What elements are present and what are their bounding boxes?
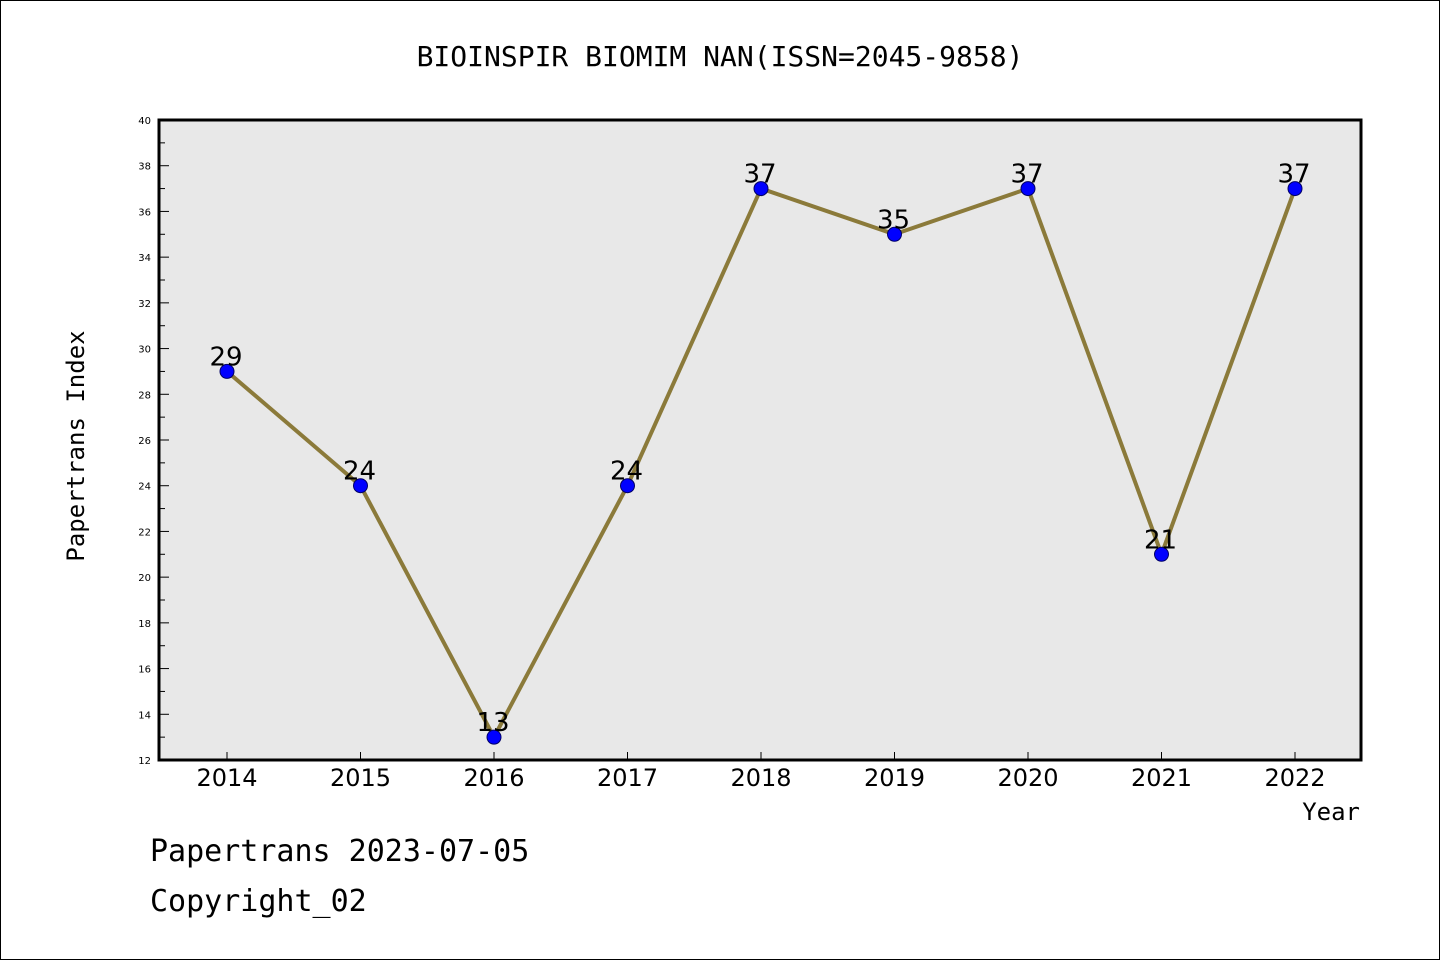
footer-copyright: Copyright_02 xyxy=(150,884,367,919)
x-tick-label: 2022 xyxy=(1264,764,1325,792)
y-tick-label: 32 xyxy=(138,299,151,310)
y-tick-label: 18 xyxy=(138,619,151,630)
data-point xyxy=(1154,546,1169,562)
data-point xyxy=(1020,181,1036,197)
y-tick-label: 22 xyxy=(138,527,151,538)
y-tick-label: 20 xyxy=(138,573,151,584)
data-label: 37 xyxy=(743,160,776,190)
data-markers xyxy=(219,181,1303,745)
data-point xyxy=(1287,181,1303,197)
x-tick-label: 2015 xyxy=(330,764,391,792)
x-tick-label: 2019 xyxy=(864,764,925,792)
y-tick-label: 16 xyxy=(138,665,151,676)
x-tick-label: 2014 xyxy=(196,764,257,792)
plot-area xyxy=(157,118,1363,762)
data-point xyxy=(353,478,368,494)
x-tick-label: 2020 xyxy=(997,764,1058,792)
y-tick-label: 28 xyxy=(138,390,151,401)
x-tick-label: 2016 xyxy=(463,764,524,792)
data-label: 13 xyxy=(476,708,509,738)
data-point xyxy=(219,363,235,379)
x-axis-title: Year xyxy=(1302,798,1360,826)
data-point xyxy=(753,181,769,197)
y-tick-label: 34 xyxy=(138,253,151,264)
data-point xyxy=(887,226,902,242)
y-axis-title: Papertrans Index xyxy=(62,330,90,561)
footer-date: Papertrans 2023-07-05 xyxy=(150,834,530,869)
x-tick-label: 2017 xyxy=(597,764,658,792)
data-label: 24 xyxy=(343,457,376,487)
y-axis-ticks: 12 14 16 18 20 22 24 26 28 30 32 34 36 38 40 xyxy=(138,116,169,767)
data-label: 21 xyxy=(1144,525,1177,555)
y-tick-label: 12 xyxy=(138,756,151,767)
data-point xyxy=(486,729,502,745)
y-tick-label: 40 xyxy=(138,116,151,127)
data-label: 24 xyxy=(610,457,643,487)
data-label: 37 xyxy=(1277,160,1310,190)
y-tick-label: 38 xyxy=(138,162,151,173)
y-tick-label: 30 xyxy=(138,345,151,356)
y-tick-label: 24 xyxy=(138,482,151,493)
chart-title: BIOINSPIR BIOMIM NAN(ISSN=2045-9858) xyxy=(417,40,1024,73)
y-tick-label: 26 xyxy=(138,436,151,447)
x-tick-label: 2018 xyxy=(730,764,791,792)
data-label: 37 xyxy=(1010,160,1043,190)
data-label: 35 xyxy=(877,205,910,235)
x-axis-ticks: 2014 2015 2016 2017 2018 2019 2020 2021 2022 xyxy=(196,752,1326,792)
data-labels: 29 24 13 24 37 35 37 21 37 xyxy=(209,160,1310,739)
y-tick-label: 14 xyxy=(138,710,151,721)
data-label: 29 xyxy=(209,342,242,372)
y-tick-label: 36 xyxy=(138,207,151,218)
x-tick-label: 2021 xyxy=(1131,764,1192,792)
data-point xyxy=(620,478,635,494)
